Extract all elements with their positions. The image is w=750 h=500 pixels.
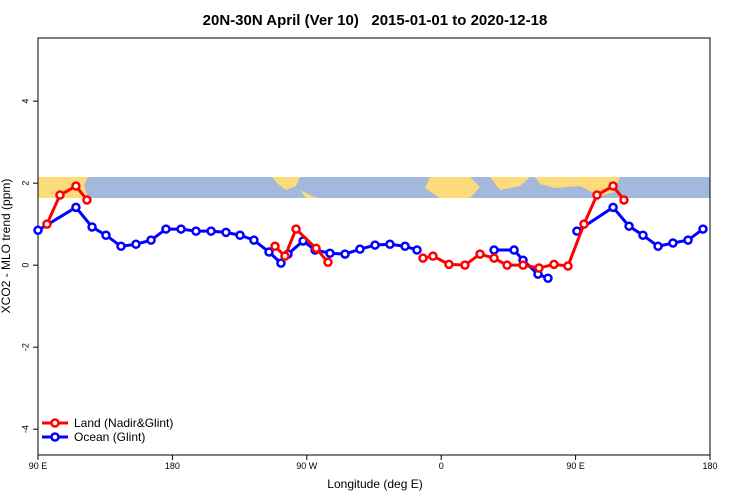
data-point xyxy=(146,235,156,245)
y-tick-label: -4 xyxy=(20,425,30,433)
data-point xyxy=(608,202,618,213)
y-tick-label: 0 xyxy=(20,263,30,268)
data-point xyxy=(33,225,43,236)
data-point xyxy=(176,224,186,234)
data-point xyxy=(698,224,708,234)
data-point xyxy=(235,230,245,240)
data-point xyxy=(502,260,512,270)
data-point xyxy=(325,248,335,259)
data-point xyxy=(161,224,171,234)
x-tick-label: 0 xyxy=(439,461,444,471)
y-tick-label: -2 xyxy=(20,343,30,351)
data-point xyxy=(82,195,92,205)
data-point xyxy=(55,190,65,200)
data-point xyxy=(311,243,321,254)
data-point xyxy=(563,261,573,271)
data-point xyxy=(489,245,499,255)
plot-frame xyxy=(37,37,711,456)
data-point xyxy=(280,251,290,261)
y-axis-label: XCO2 - MLO trend (ppm) xyxy=(0,179,13,314)
data-point xyxy=(385,239,395,249)
data-point xyxy=(355,244,365,254)
x-tick-label: 90 E xyxy=(29,461,48,471)
data-point xyxy=(400,241,410,252)
data-point xyxy=(71,181,81,191)
data-point xyxy=(543,273,553,284)
data-point xyxy=(460,260,470,270)
chart-title: 20N-30N April (Ver 10) 2015-01-01 to 202… xyxy=(203,12,548,29)
data-point xyxy=(370,240,380,250)
data-point xyxy=(340,249,350,259)
data-point xyxy=(270,241,280,252)
data-point xyxy=(518,260,528,270)
data-point xyxy=(418,253,428,263)
data-point xyxy=(42,219,52,229)
legend-marker xyxy=(50,432,60,442)
data-point xyxy=(619,195,629,205)
data-point xyxy=(668,238,678,248)
x-tick-label: 180 xyxy=(702,461,717,471)
data-point xyxy=(592,190,602,200)
data-point xyxy=(131,239,141,249)
y-tick-label: 4 xyxy=(20,99,30,104)
data-point xyxy=(549,259,559,270)
legend-marker xyxy=(50,418,60,428)
data-point xyxy=(249,235,259,245)
legend-label: Land (Nadir&Glint) xyxy=(74,416,173,430)
data-point xyxy=(509,245,519,255)
data-point xyxy=(221,227,231,238)
data-point xyxy=(638,230,648,240)
series-line xyxy=(45,184,626,270)
x-axis-label: Longitude (deg E) xyxy=(327,477,422,491)
data-point xyxy=(579,219,589,229)
map-strip xyxy=(38,177,710,198)
data-point xyxy=(412,245,422,255)
data-point xyxy=(71,202,81,213)
data-point xyxy=(276,258,286,268)
data-point xyxy=(624,221,634,231)
data-point xyxy=(444,259,454,270)
data-point xyxy=(428,251,438,261)
x-tick-label: 180 xyxy=(165,461,180,471)
data-point xyxy=(489,253,499,263)
data-point xyxy=(116,241,126,252)
data-point xyxy=(291,224,301,234)
x-tick-label: 90 W xyxy=(296,461,318,471)
data-point xyxy=(683,235,693,245)
data-point xyxy=(87,222,97,232)
data-point xyxy=(264,247,274,257)
data-point xyxy=(191,226,201,236)
data-point xyxy=(475,249,485,259)
data-point xyxy=(206,226,216,236)
data-point xyxy=(608,181,618,191)
y-tick-label: 2 xyxy=(20,181,30,186)
x-tick-label: 90 E xyxy=(566,461,585,471)
data-point xyxy=(323,257,333,268)
data-point xyxy=(534,263,544,273)
data-point xyxy=(101,230,111,240)
data-point xyxy=(653,241,663,252)
legend-label: Ocean (Glint) xyxy=(74,430,145,444)
